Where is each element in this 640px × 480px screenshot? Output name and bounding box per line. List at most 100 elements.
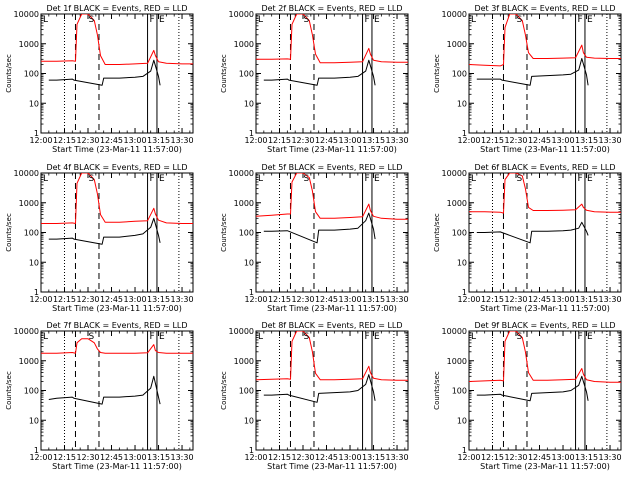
events-series-line: [48, 375, 161, 405]
x-tick-label: 12:30: [76, 295, 99, 304]
y-tick-label: 1000: [234, 40, 254, 49]
x-axis-label: Start Time (23-Mar-11 11:57:00): [52, 462, 182, 471]
panel-title: Det 5f BLACK = Events, RED = LLD: [261, 163, 402, 172]
detector-panel: Det 6f BLACK = Events, RED = LLD 1 10 100 10…: [433, 163, 622, 313]
x-tick-label: 12:15: [268, 295, 291, 304]
x-tick-label: 12:45: [100, 295, 123, 304]
annotation-letter: L: [258, 332, 263, 342]
events-series-line: [476, 375, 589, 402]
x-tick-label: 13:30: [598, 295, 621, 304]
x-axis-label: Start Time (23-Mar-11 11:57:00): [480, 304, 610, 313]
y-tick-label: 10: [457, 99, 467, 108]
y-tick-label: 10000: [14, 327, 39, 336]
y-tick-label: 10: [29, 416, 39, 425]
y-tick-label: 10000: [442, 10, 467, 19]
annotation-letter: F: [578, 15, 583, 25]
x-tick-label: 13:30: [598, 453, 621, 462]
panel-title: Det 4f BLACK = Events, RED = LLD: [46, 163, 187, 172]
x-tick-label: 13:00: [123, 136, 146, 145]
annotation-letter: S: [88, 15, 94, 25]
plot-area: [256, 173, 408, 292]
plot-area: [256, 331, 408, 450]
annotation-letter: E: [587, 332, 593, 342]
y-tick-label: 10: [244, 99, 254, 108]
annotation-letter: F: [365, 15, 370, 25]
events-series-line: [48, 59, 161, 86]
y-tick-label: 1: [462, 129, 467, 138]
y-tick-label: 1000: [447, 40, 467, 49]
y-tick-label: 1000: [19, 357, 39, 366]
x-axis-label: Start Time (23-Mar-11 11:57:00): [480, 145, 610, 154]
events-series-line: [263, 374, 376, 403]
y-axis-label: Counts/sec: [433, 371, 441, 410]
plot-area: [41, 14, 193, 133]
x-tick-label: 12:30: [504, 453, 527, 462]
x-tick-label: 13:30: [598, 136, 621, 145]
lld-series-line: [41, 173, 193, 224]
x-tick-label: 12:15: [53, 136, 76, 145]
annotation-letter: F: [578, 174, 583, 184]
x-axis-label: Start Time (23-Mar-11 11:57:00): [52, 304, 182, 313]
annotation-letter: S: [303, 174, 309, 184]
x-tick-label: 12:45: [528, 295, 551, 304]
y-axis-label: Counts/sec: [220, 54, 228, 93]
y-tick-label: 100: [452, 229, 467, 238]
annotation-letter: F: [150, 332, 155, 342]
lld-series-line: [41, 14, 193, 65]
y-tick-label: 10000: [229, 10, 254, 19]
y-tick-label: 1000: [234, 199, 254, 208]
x-tick-label: 12:00: [244, 453, 267, 462]
x-tick-label: 12:15: [53, 295, 76, 304]
x-tick-label: 12:15: [268, 453, 291, 462]
x-tick-label: 12:00: [244, 295, 267, 304]
detector-panel: Det 8f BLACK = Events, RED = LLD 1 10 100 10…: [220, 321, 409, 471]
y-tick-label: 100: [239, 70, 254, 79]
annotation-letter: E: [159, 15, 165, 25]
annotation-letter: E: [159, 174, 165, 184]
x-tick-label: 13:00: [123, 295, 146, 304]
y-axis-label: Counts/sec: [433, 213, 441, 252]
y-tick-label: 1: [34, 288, 39, 297]
x-tick-label: 12:30: [291, 136, 314, 145]
x-tick-label: 13:15: [575, 453, 598, 462]
y-tick-label: 100: [24, 387, 39, 396]
x-tick-label: 12:00: [457, 295, 480, 304]
y-tick-label: 100: [24, 70, 39, 79]
events-series-line: [476, 221, 589, 244]
y-tick-label: 1: [462, 288, 467, 297]
plot-frame: [468, 330, 622, 451]
x-tick-label: 12:30: [291, 295, 314, 304]
x-tick-label: 13:15: [147, 453, 170, 462]
y-tick-label: 10: [457, 258, 467, 267]
x-axis-label: Start Time (23-Mar-11 11:57:00): [267, 462, 397, 471]
annotation-letter: L: [43, 15, 48, 25]
x-tick-label: 12:15: [53, 453, 76, 462]
x-tick-label: 12:30: [504, 136, 527, 145]
x-tick-label: 12:45: [315, 295, 338, 304]
panel-title: Det 7f BLACK = Events, RED = LLD: [46, 321, 187, 330]
y-tick-label: 10000: [14, 169, 39, 178]
y-tick-label: 1000: [234, 357, 254, 366]
annotation-letter: L: [471, 174, 476, 184]
x-tick-label: 13:30: [385, 453, 408, 462]
plot-area: [41, 173, 193, 292]
y-tick-label: 10: [244, 258, 254, 267]
y-tick-label: 10: [29, 99, 39, 108]
plot-frame: [40, 172, 194, 293]
x-tick-label: 12:45: [315, 136, 338, 145]
detector-panel: Det 5f BLACK = Events, RED = LLD 1 10 100 10…: [220, 163, 409, 313]
x-tick-label: 12:15: [268, 136, 291, 145]
y-axis-label: Counts/sec: [5, 371, 13, 410]
x-tick-label: 12:15: [481, 136, 504, 145]
x-tick-label: 13:00: [338, 136, 361, 145]
x-tick-label: 13:30: [385, 295, 408, 304]
y-axis-label: Counts/sec: [433, 54, 441, 93]
x-tick-label: 13:30: [170, 136, 193, 145]
detector-panel: Det 4f BLACK = Events, RED = LLD 1 10 100 10…: [5, 163, 194, 313]
detector-panel: Det 7f BLACK = Events, RED = LLD 1 10 100 10…: [5, 321, 194, 471]
lld-series-line: [256, 173, 408, 220]
x-tick-label: 13:00: [551, 136, 574, 145]
x-tick-label: 12:45: [315, 453, 338, 462]
x-tick-label: 13:30: [385, 136, 408, 145]
lld-series-line: [256, 14, 408, 64]
